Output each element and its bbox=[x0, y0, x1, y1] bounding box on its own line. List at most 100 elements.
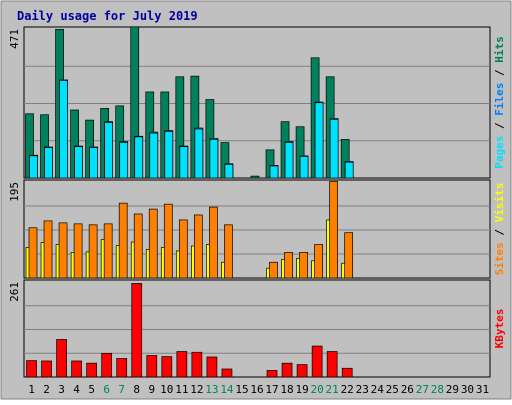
day-label-3: 3 bbox=[58, 383, 65, 396]
day-label-1: 1 bbox=[28, 383, 35, 396]
day-label-11: 11 bbox=[175, 383, 188, 396]
ylabel-hits-files-pages: Pages / Files / Hits bbox=[493, 36, 506, 169]
bar-pages-day-11 bbox=[179, 146, 189, 179]
day-label-9: 9 bbox=[148, 383, 155, 396]
day-label-24: 24 bbox=[371, 383, 385, 396]
day-label-7: 7 bbox=[118, 383, 125, 396]
bar-kbytes-day-9 bbox=[146, 355, 158, 378]
bar-kbytes-day-5 bbox=[86, 362, 98, 378]
bar-sites-day-18 bbox=[284, 252, 293, 279]
bar-pages-day-1 bbox=[29, 155, 38, 179]
ylabel-part-slash-3: / bbox=[493, 63, 506, 83]
day-label-31: 31 bbox=[476, 383, 489, 396]
panel-frame-visits-sites bbox=[23, 179, 491, 279]
ylabel-part-slash-1: / bbox=[493, 222, 506, 242]
ylabel-visits-sites: Sites / Visits bbox=[493, 183, 506, 276]
ylabel-part-hits-4: Hits bbox=[493, 36, 506, 63]
ylabel-part-files-2: Files bbox=[493, 83, 506, 116]
ylabel-part-kbytes-0: KBytes bbox=[493, 309, 506, 349]
bar-sites-day-8 bbox=[133, 213, 143, 279]
bar-sites-day-11 bbox=[178, 219, 188, 279]
day-label-14: 14 bbox=[220, 383, 234, 396]
bar-pages-day-3 bbox=[59, 80, 68, 179]
day-label-4: 4 bbox=[73, 383, 80, 396]
day-label-15: 15 bbox=[235, 383, 248, 396]
bar-pages-day-5 bbox=[89, 147, 98, 179]
bar-sites-day-4 bbox=[73, 223, 83, 279]
bar-sites-day-13 bbox=[209, 206, 218, 279]
day-label-18: 18 bbox=[280, 383, 293, 396]
bar-pages-day-12 bbox=[194, 128, 204, 179]
bar-pages-day-2 bbox=[44, 147, 53, 179]
bar-pages-day-18 bbox=[284, 142, 294, 179]
bar-sites-day-9 bbox=[148, 208, 158, 279]
ylabel-kbytes: KBytes bbox=[493, 309, 506, 349]
bar-pages-day-10 bbox=[164, 131, 174, 179]
day-label-28: 28 bbox=[431, 383, 444, 396]
day-label-10: 10 bbox=[160, 383, 173, 396]
bar-pages-day-14 bbox=[224, 164, 234, 179]
bar-kbytes-day-8 bbox=[131, 283, 143, 378]
day-label-26: 26 bbox=[401, 383, 414, 396]
bar-sites-day-20 bbox=[314, 244, 323, 279]
bar-pages-day-6 bbox=[104, 122, 114, 179]
bar-kbytes-day-21 bbox=[326, 351, 338, 378]
bar-pages-day-22 bbox=[344, 161, 354, 179]
bar-sites-day-3 bbox=[58, 222, 68, 279]
bar-kbytes-day-10 bbox=[161, 356, 173, 378]
bar-kbytes-day-17 bbox=[266, 370, 278, 378]
bar-pages-day-17 bbox=[269, 165, 279, 179]
bar-kbytes-day-2 bbox=[41, 360, 52, 378]
bar-kbytes-day-13 bbox=[206, 356, 218, 378]
bar-sites-day-14 bbox=[224, 224, 233, 279]
bar-hits-day-16 bbox=[250, 175, 260, 179]
day-label-13: 13 bbox=[205, 383, 218, 396]
day-label-8: 8 bbox=[133, 383, 140, 396]
bar-kbytes-day-3 bbox=[56, 339, 67, 378]
day-label-27: 27 bbox=[416, 383, 429, 396]
bar-pages-day-19 bbox=[299, 156, 309, 179]
ylabel-part-sites-0: Sites bbox=[493, 242, 506, 275]
ylabel-part-visits-2: Visits bbox=[493, 183, 506, 223]
day-label-5: 5 bbox=[88, 383, 95, 396]
bar-pages-day-13 bbox=[209, 139, 219, 179]
day-label-20: 20 bbox=[311, 383, 324, 396]
bar-pages-day-7 bbox=[119, 142, 129, 179]
day-label-6: 6 bbox=[103, 383, 110, 396]
day-label-23: 23 bbox=[356, 383, 369, 396]
bar-pages-day-21 bbox=[329, 119, 339, 179]
day-label-2: 2 bbox=[43, 383, 50, 396]
bar-kbytes-day-1 bbox=[26, 360, 37, 378]
bar-kbytes-day-4 bbox=[71, 360, 82, 378]
bar-sites-day-7 bbox=[118, 202, 128, 279]
ylabel-part-slash-1: / bbox=[493, 116, 506, 136]
bar-sites-day-19 bbox=[299, 252, 308, 279]
chart-title: Daily usage for July 2019 bbox=[17, 9, 198, 23]
ylabel-part-pages-0: Pages bbox=[493, 136, 506, 169]
bar-sites-day-10 bbox=[163, 203, 173, 279]
bar-kbytes-day-7 bbox=[116, 358, 128, 378]
bar-sites-day-12 bbox=[194, 214, 203, 279]
bar-sites-day-17 bbox=[269, 261, 278, 279]
day-label-21: 21 bbox=[326, 383, 339, 396]
day-label-30: 30 bbox=[461, 383, 474, 396]
bar-kbytes-day-14 bbox=[221, 368, 233, 378]
max-value-label-hits-files-pages: 471 bbox=[8, 29, 21, 49]
day-label-22: 22 bbox=[341, 383, 354, 396]
max-value-label-kbytes: 261 bbox=[8, 282, 21, 302]
bar-sites-day-22 bbox=[344, 232, 354, 279]
bar-pages-day-20 bbox=[314, 102, 324, 179]
bar-kbytes-day-11 bbox=[176, 351, 188, 378]
max-value-label-visits-sites: 195 bbox=[8, 182, 21, 202]
bar-pages-day-4 bbox=[74, 146, 83, 179]
bar-sites-day-21 bbox=[329, 181, 338, 279]
day-label-29: 29 bbox=[446, 383, 459, 396]
day-label-25: 25 bbox=[386, 383, 399, 396]
bar-kbytes-day-19 bbox=[296, 364, 308, 378]
bar-sites-day-5 bbox=[88, 224, 98, 279]
bar-kbytes-day-12 bbox=[191, 351, 203, 378]
bar-sites-day-1 bbox=[28, 227, 38, 279]
